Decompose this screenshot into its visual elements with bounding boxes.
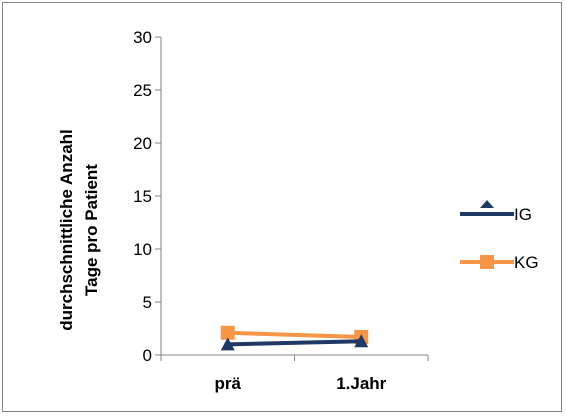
- y-tick-label: 15: [133, 187, 152, 206]
- y-tick-label: 5: [143, 293, 152, 312]
- legend-item-kg: KG: [460, 253, 539, 272]
- legend-marker-kg: [480, 255, 494, 269]
- y-axis-title-line-1: durchschnittliche Anzahl: [57, 129, 76, 331]
- series-line-kg: [228, 333, 362, 337]
- y-tick-label: 20: [133, 134, 152, 153]
- legend: IG KG: [460, 200, 539, 272]
- y-axis-ticks: [155, 37, 161, 355]
- legend-marker-ig: [480, 200, 494, 208]
- legend-label-ig: IG: [514, 205, 532, 224]
- series-line-ig: [228, 341, 362, 344]
- x-axis-category-labels: prä 1.Jahr: [215, 374, 387, 393]
- y-tick-label: 0: [143, 346, 152, 365]
- x-axis-ticks: [161, 355, 428, 361]
- series-layer: [221, 326, 369, 351]
- legend-label-kg: KG: [514, 253, 539, 272]
- y-axis-title-line-2: Tage pro Patient: [82, 164, 101, 296]
- y-tick-label: 25: [133, 81, 152, 100]
- y-tick-label: 30: [133, 28, 152, 47]
- x-category-label-year1: 1.Jahr: [336, 374, 386, 393]
- y-axis-tick-labels: 0 5 10 15 20 25 30: [133, 28, 152, 365]
- x-category-label-pre: prä: [215, 374, 242, 393]
- y-tick-label: 10: [133, 240, 152, 259]
- y-axis-title: durchschnittliche Anzahl Tage pro Patien…: [57, 129, 101, 331]
- legend-item-ig: IG: [460, 200, 532, 224]
